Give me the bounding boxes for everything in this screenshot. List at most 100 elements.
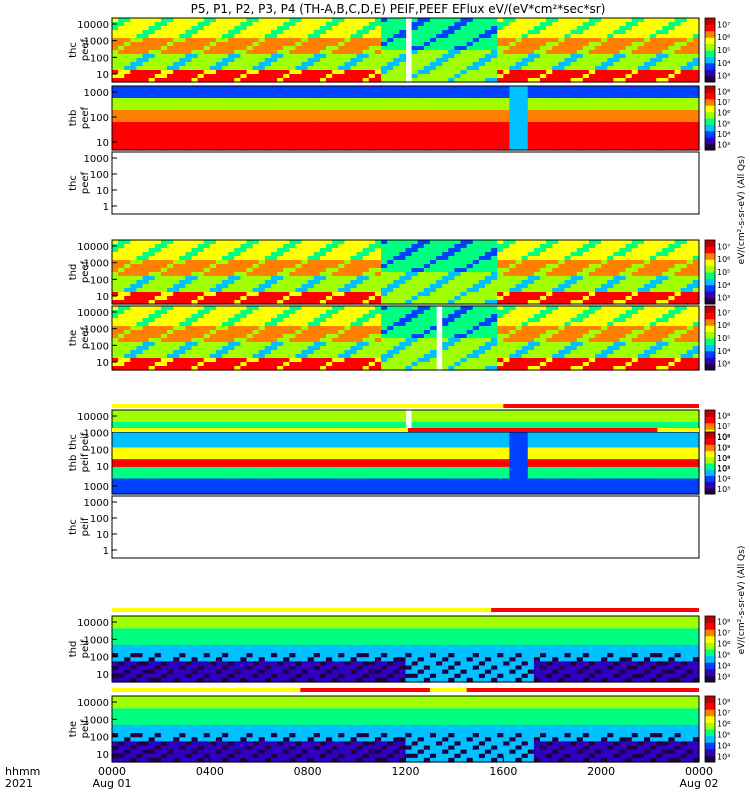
heatmap-cell bbox=[564, 130, 571, 135]
heatmap-cell bbox=[136, 110, 143, 115]
heatmap-cell bbox=[644, 134, 651, 139]
heatmap-cell bbox=[662, 102, 669, 107]
heatmap-cell bbox=[399, 268, 406, 273]
heatmap-cell bbox=[124, 114, 131, 119]
heatmap-cell bbox=[302, 18, 309, 23]
heatmap-cell bbox=[369, 98, 376, 103]
heatmap-cell bbox=[601, 18, 608, 23]
heatmap-cell bbox=[173, 338, 180, 343]
heatmap-cell bbox=[314, 288, 321, 293]
heatmap-cell bbox=[308, 34, 315, 39]
heatmap-cell bbox=[540, 114, 547, 119]
heatmap-cell bbox=[442, 70, 449, 75]
y-axis-label-line1: thc bbox=[68, 175, 79, 191]
heatmap-cell bbox=[167, 338, 174, 343]
heatmap-cell bbox=[277, 74, 284, 79]
heatmap-cell bbox=[497, 54, 504, 59]
heatmap-cell bbox=[656, 240, 663, 245]
heatmap-cell bbox=[638, 98, 645, 103]
heatmap-cell bbox=[479, 272, 486, 277]
heatmap-cell bbox=[338, 74, 345, 79]
heatmap-cell bbox=[393, 296, 400, 301]
heatmap-cell bbox=[491, 90, 498, 95]
heatmap-cell bbox=[344, 46, 351, 51]
heatmap-cell bbox=[185, 276, 192, 281]
heatmap-cell bbox=[375, 248, 382, 253]
heatmap-cell bbox=[497, 288, 504, 293]
heatmap-cell bbox=[259, 130, 266, 135]
heatmap-cell bbox=[381, 66, 388, 71]
heatmap-cell bbox=[589, 118, 596, 123]
heatmap-cell bbox=[118, 110, 125, 115]
heatmap-cell bbox=[387, 260, 394, 265]
heatmap-cell bbox=[571, 30, 578, 35]
heatmap-cell bbox=[161, 134, 168, 139]
heatmap-cell bbox=[503, 240, 510, 245]
heatmap-cell bbox=[375, 256, 382, 261]
heatmap-cell bbox=[332, 134, 339, 139]
heatmap-cell bbox=[675, 62, 682, 67]
heatmap-cell bbox=[369, 276, 376, 281]
heatmap-cell bbox=[546, 126, 553, 131]
heatmap-cell bbox=[448, 30, 455, 35]
heatmap-cell bbox=[485, 134, 492, 139]
heatmap-cell bbox=[210, 138, 217, 143]
heatmap-cell bbox=[424, 126, 431, 131]
heatmap-cell bbox=[503, 288, 510, 293]
heatmap-cell bbox=[204, 122, 211, 127]
heatmap-cell bbox=[656, 58, 663, 63]
heatmap-cell bbox=[332, 252, 339, 257]
heatmap-cell bbox=[369, 272, 376, 277]
heatmap-cell bbox=[406, 276, 413, 281]
heatmap-cell bbox=[479, 38, 486, 43]
heatmap-cell bbox=[155, 86, 162, 91]
heatmap-cell bbox=[681, 86, 688, 91]
heatmap-cell bbox=[662, 276, 669, 281]
heatmap-cell bbox=[424, 240, 431, 245]
heatmap-cell bbox=[552, 102, 559, 107]
heatmap-cell bbox=[179, 106, 186, 111]
heatmap-cell bbox=[454, 122, 461, 127]
heatmap-cell bbox=[516, 248, 523, 253]
heatmap-cell bbox=[234, 114, 241, 119]
heatmap-cell bbox=[112, 114, 119, 119]
heatmap-cell bbox=[149, 22, 156, 27]
heatmap-cell bbox=[399, 66, 406, 71]
heatmap-cell bbox=[509, 18, 516, 23]
heatmap-cell bbox=[436, 30, 443, 35]
heatmap-cell bbox=[650, 26, 657, 31]
heatmap-cell bbox=[467, 268, 474, 273]
heatmap-cell bbox=[687, 54, 694, 59]
heatmap-cell bbox=[173, 314, 180, 319]
heatmap-cell bbox=[522, 248, 529, 253]
heatmap-cell bbox=[149, 276, 156, 281]
heatmap-cell bbox=[295, 42, 302, 47]
heatmap-cell bbox=[179, 310, 186, 315]
heatmap-cell bbox=[461, 142, 468, 147]
colorbar-swatch bbox=[705, 291, 715, 298]
heatmap-cell bbox=[253, 122, 260, 127]
heatmap-cell bbox=[583, 74, 590, 79]
heatmap-cell bbox=[546, 46, 553, 51]
heatmap-cell bbox=[136, 346, 143, 351]
heatmap-cell bbox=[485, 256, 492, 261]
heatmap-cell bbox=[357, 268, 364, 273]
heatmap-cell bbox=[240, 292, 247, 297]
heatmap-cell bbox=[687, 38, 694, 43]
heatmap-cell bbox=[620, 256, 627, 261]
heatmap-cell bbox=[118, 314, 125, 319]
heatmap-cell bbox=[314, 130, 321, 135]
heatmap-cell bbox=[687, 46, 694, 51]
heatmap-cell bbox=[436, 248, 443, 253]
heatmap-cell bbox=[118, 54, 125, 59]
heatmap-cell bbox=[204, 330, 211, 335]
heatmap-cell bbox=[124, 134, 131, 139]
heatmap-cell bbox=[222, 122, 229, 127]
heatmap-cell bbox=[436, 98, 443, 103]
heatmap-cell bbox=[265, 30, 272, 35]
heatmap-cell bbox=[528, 118, 535, 123]
heatmap-cell bbox=[240, 50, 247, 55]
heatmap-cell bbox=[240, 66, 247, 71]
heatmap-cell bbox=[289, 280, 296, 285]
heatmap-cell bbox=[564, 256, 571, 261]
